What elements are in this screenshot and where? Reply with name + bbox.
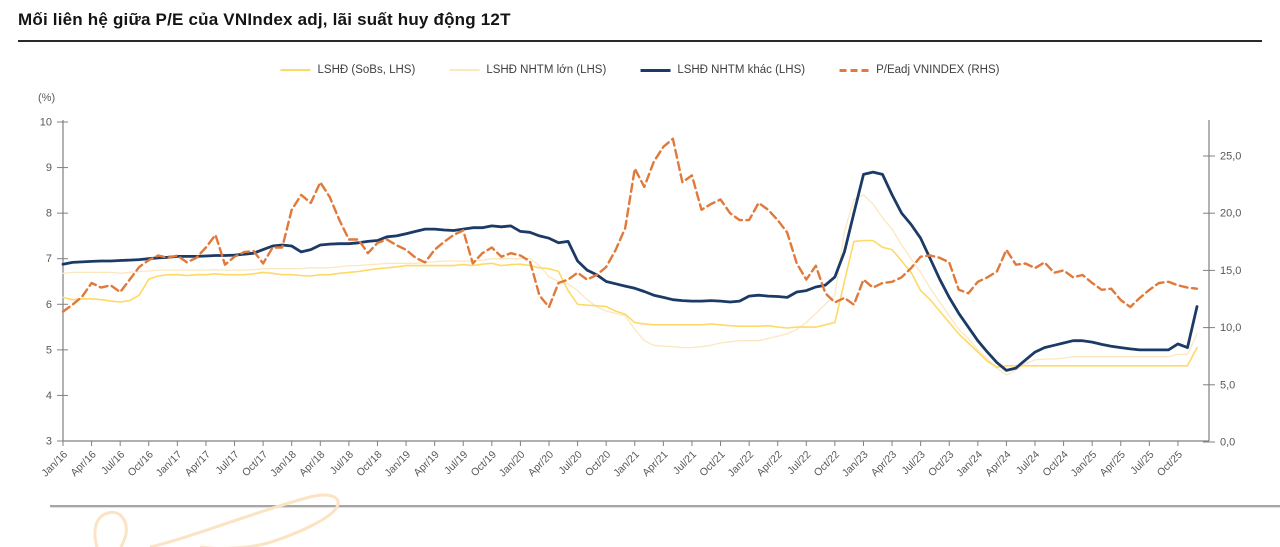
x-tick-label: Oct/21 [697, 449, 727, 479]
x-tick-label: Jul/20 [556, 449, 584, 477]
legend-line-swatch [449, 69, 480, 71]
series-line-1 [62, 194, 1198, 376]
x-tick-label: Jul/23 [899, 449, 927, 477]
chart-title: Mối liên hệ giữa P/E của VNIndex adj, lã… [18, 10, 511, 29]
x-tick-label: Oct/18 [354, 449, 384, 479]
left-tick-label: 4 [46, 390, 52, 402]
right-tick-label: 25,0 [1220, 151, 1241, 163]
right-tick-label: 20,0 [1220, 208, 1241, 220]
legend-label: LSHĐ NHTM khác (LHS) [677, 64, 806, 76]
x-tick-label: Jan/20 [497, 449, 528, 480]
x-tick-label: Oct/20 [583, 449, 613, 479]
x-tick-label: Apr/21 [640, 449, 670, 479]
legend-item-1: LSHĐ NHTM lớn (LHS) [449, 64, 606, 76]
x-tick-label: Jul/22 [785, 449, 813, 477]
x-tick-label: Jan/25 [1069, 449, 1100, 480]
x-tick-label: Jan/19 [382, 449, 413, 480]
x-tick-label: Apr/24 [983, 449, 1013, 479]
series-line-2 [61, 170, 1199, 372]
x-tick-label: Jul/21 [671, 449, 699, 477]
left-tick-label: 8 [46, 208, 52, 220]
legend-label: P/Eadj VNINDEX (RHS) [876, 64, 1000, 76]
legend-label: LSHĐ NHTM lớn (LHS) [486, 64, 607, 76]
right-tick-label: 0,0 [1220, 437, 1235, 449]
left-tick-label: 9 [46, 162, 52, 174]
x-tick-label: Jan/18 [268, 449, 299, 480]
footer-divider [50, 505, 1280, 508]
legend-line-swatch [280, 69, 311, 71]
x-tick-label: Apr/16 [68, 449, 98, 479]
x-tick-label: Apr/17 [183, 449, 213, 479]
series-lines [61, 137, 1199, 376]
x-tick-label: Jan/22 [725, 449, 756, 480]
axes: (%) 10 9 8 7 6 5 4 3 25,0 20,0 15,0 10,0 5,0 0,0 Jan/16… [38, 92, 1241, 479]
x-tick-label: Jan/24 [954, 449, 985, 480]
right-tick-label: 15,0 [1220, 265, 1241, 277]
left-tick-label: 10 [40, 117, 52, 129]
x-tick-label: Jul/17 [213, 449, 241, 477]
x-tick-label: Jul/24 [1014, 449, 1042, 477]
left-tick-label: 6 [46, 299, 52, 311]
series-line-0 [62, 239, 1198, 369]
x-tick-label: Apr/20 [526, 449, 556, 479]
legend-label: LSHĐ (SoBs, LHS) [317, 64, 416, 76]
legend-item-2: LSHĐ NHTM khác (LHS) [640, 64, 805, 76]
x-tick-label: Jul/19 [442, 449, 470, 477]
x-tick-label: Apr/23 [869, 449, 899, 479]
x-tick-label: Apr/19 [411, 449, 441, 479]
x-tick-label: Oct/22 [812, 449, 842, 479]
x-tick-label: Apr/18 [297, 449, 327, 479]
left-tick-label: 5 [46, 344, 52, 356]
x-tick-label: Oct/23 [926, 449, 956, 479]
right-tick-label: 10,0 [1220, 322, 1241, 334]
legend-item-0: LSHĐ (SoBs, LHS) [280, 64, 416, 76]
left-tick-label: 3 [46, 436, 52, 448]
right-tick-label: 5,0 [1220, 379, 1235, 391]
x-tick-label: Oct/24 [1040, 449, 1070, 479]
title-underline [18, 40, 1262, 42]
x-tick-label: Jul/16 [99, 449, 127, 477]
x-tick-label: Jan/16 [39, 449, 70, 480]
x-tick-label: Apr/25 [1098, 449, 1128, 479]
x-tick-label: Oct/17 [240, 449, 270, 479]
x-tick-label: Jan/23 [840, 449, 871, 480]
x-tick-label: Apr/22 [754, 449, 784, 479]
x-tick-label: Jan/21 [611, 449, 642, 480]
chart-legend: LSHĐ (SoBs, LHS) LSHĐ NHTM lớn (LHS) LSHĐ … [280, 64, 999, 76]
series-line-3 [61, 137, 1199, 313]
x-tick-label: Oct/16 [126, 449, 156, 479]
left-tick-label: 7 [46, 253, 52, 265]
legend-line-swatch [640, 68, 671, 72]
x-tick-label: Jan/17 [154, 449, 185, 480]
x-tick-label: Jul/18 [328, 449, 356, 477]
left-axis-title: (%) [38, 92, 55, 104]
legend-item-3: P/Eadj VNINDEX (RHS) [839, 64, 999, 76]
x-tick-label: Oct/19 [469, 449, 499, 479]
legend-line-swatch [839, 68, 870, 72]
x-tick-label: Jul/25 [1128, 449, 1156, 477]
x-tick-label: Oct/25 [1155, 449, 1185, 479]
